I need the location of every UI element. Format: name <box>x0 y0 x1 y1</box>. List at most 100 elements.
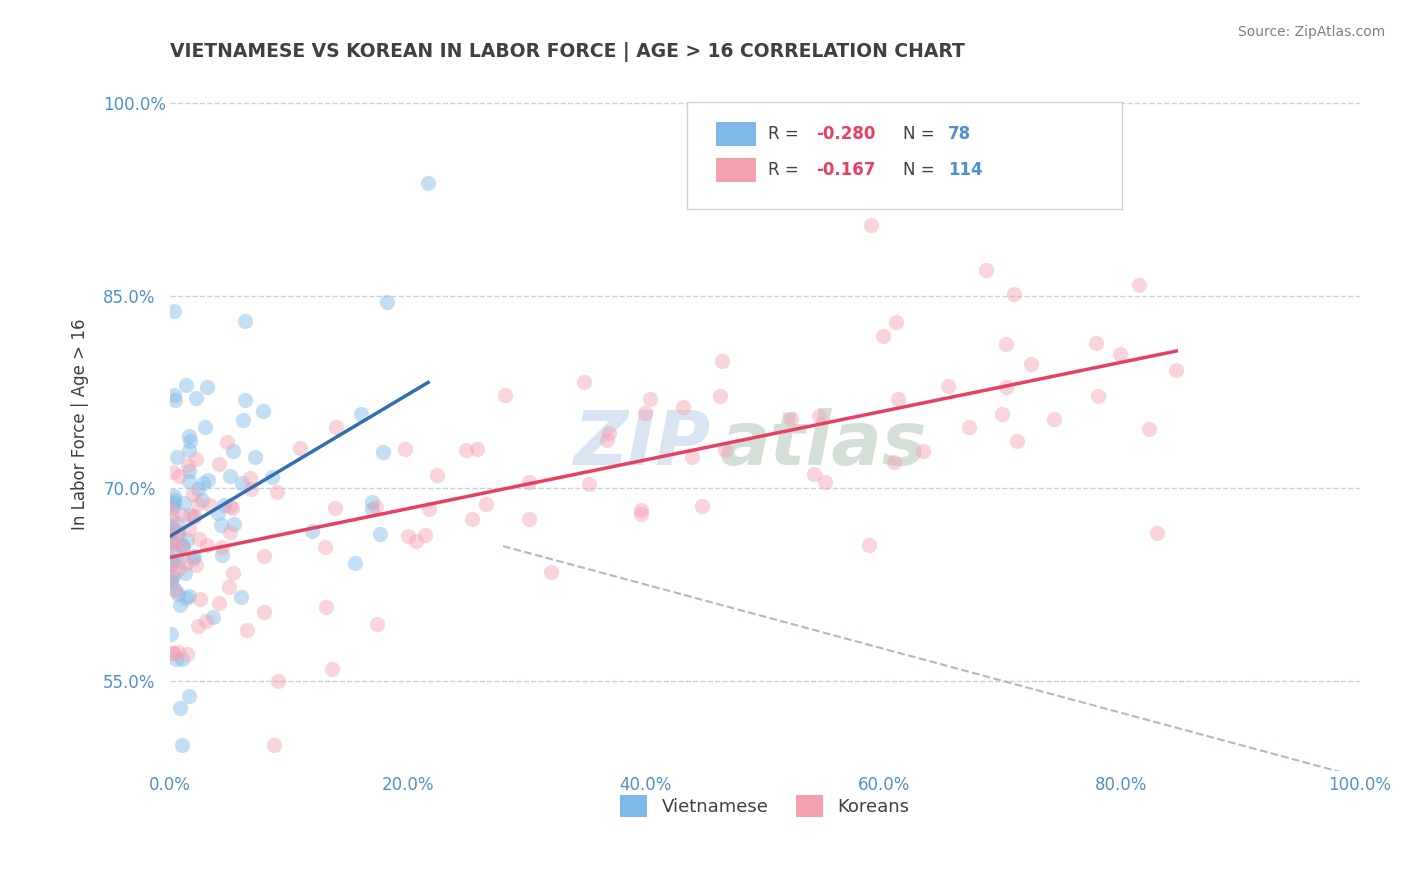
Point <box>883 455 905 469</box>
Point <box>159 527 181 541</box>
Point <box>253 605 276 619</box>
Point <box>224 517 246 532</box>
Point <box>974 263 997 277</box>
Point <box>1002 287 1025 301</box>
Point <box>167 525 190 540</box>
Point <box>232 413 254 427</box>
Point <box>167 561 190 575</box>
Point <box>181 552 204 566</box>
Point <box>630 507 652 521</box>
Point <box>253 549 276 564</box>
Point <box>596 433 619 447</box>
Point <box>217 435 239 450</box>
Point <box>162 646 184 660</box>
Point <box>229 591 252 605</box>
Point <box>886 315 908 329</box>
Point <box>163 496 186 510</box>
Point <box>159 503 181 517</box>
Text: N =: N = <box>903 161 939 178</box>
Point <box>172 541 194 555</box>
Point <box>170 539 193 553</box>
Point <box>260 470 283 484</box>
Point <box>162 647 184 661</box>
Point <box>343 556 366 570</box>
Point <box>263 738 285 752</box>
Legend: Vietnamese, Koreans: Vietnamese, Koreans <box>613 788 917 824</box>
Point <box>187 482 209 496</box>
Point <box>208 457 231 471</box>
Point <box>211 540 233 554</box>
Text: -0.167: -0.167 <box>815 161 875 178</box>
Point <box>172 540 194 554</box>
Point <box>166 527 188 541</box>
Point <box>160 575 183 590</box>
Point <box>461 512 484 526</box>
Point <box>396 529 419 543</box>
Point <box>163 490 186 504</box>
Point <box>1087 389 1109 403</box>
Point <box>162 500 184 514</box>
Point <box>169 598 191 612</box>
Point <box>190 493 212 508</box>
Point <box>574 375 596 389</box>
Point <box>714 443 737 458</box>
Point <box>194 420 217 434</box>
Point <box>1108 347 1130 361</box>
Point <box>162 542 184 557</box>
Point <box>803 467 825 481</box>
Point <box>174 566 197 580</box>
Point <box>197 473 219 487</box>
Point <box>186 391 208 405</box>
Point <box>174 556 197 570</box>
Point <box>321 662 343 676</box>
Point <box>209 518 232 533</box>
Point <box>860 218 883 232</box>
Point <box>166 554 188 568</box>
Point <box>814 475 837 490</box>
Point <box>160 508 183 523</box>
Point <box>169 701 191 715</box>
Point <box>177 590 200 604</box>
Point <box>315 599 337 614</box>
Point <box>240 482 263 496</box>
Point <box>160 557 183 571</box>
Point <box>218 469 240 483</box>
Point <box>219 524 242 539</box>
Point <box>173 496 195 510</box>
Point <box>994 380 1017 394</box>
Point <box>160 627 183 641</box>
Point <box>162 569 184 583</box>
Point <box>163 304 186 318</box>
Point <box>364 500 387 515</box>
Text: VIETNAMESE VS KOREAN IN LABOR FORCE | AGE > 16 CORRELATION CHART: VIETNAMESE VS KOREAN IN LABOR FORCE | AG… <box>170 42 965 62</box>
Point <box>221 566 243 580</box>
Point <box>405 534 427 549</box>
Point <box>349 407 371 421</box>
Point <box>165 651 187 665</box>
Point <box>911 443 934 458</box>
Point <box>167 645 190 659</box>
Text: Source: ZipAtlas.com: Source: ZipAtlas.com <box>1237 25 1385 39</box>
Text: R =: R = <box>768 125 804 143</box>
Point <box>163 493 186 508</box>
Point <box>159 573 181 587</box>
Point <box>183 509 205 524</box>
Point <box>179 474 201 488</box>
Text: ZIP: ZIP <box>574 409 711 482</box>
Point <box>174 378 197 392</box>
Point <box>159 534 181 549</box>
Point <box>938 379 960 393</box>
Point <box>288 441 311 455</box>
Point <box>1043 412 1066 426</box>
Point <box>413 528 436 542</box>
Point <box>162 553 184 567</box>
Point <box>314 540 336 554</box>
FancyBboxPatch shape <box>716 122 756 145</box>
Point <box>858 538 880 552</box>
Point <box>179 429 201 443</box>
Point <box>191 476 214 491</box>
Point <box>360 501 382 516</box>
Point <box>179 464 201 478</box>
Point <box>598 425 620 440</box>
Point <box>195 380 218 394</box>
